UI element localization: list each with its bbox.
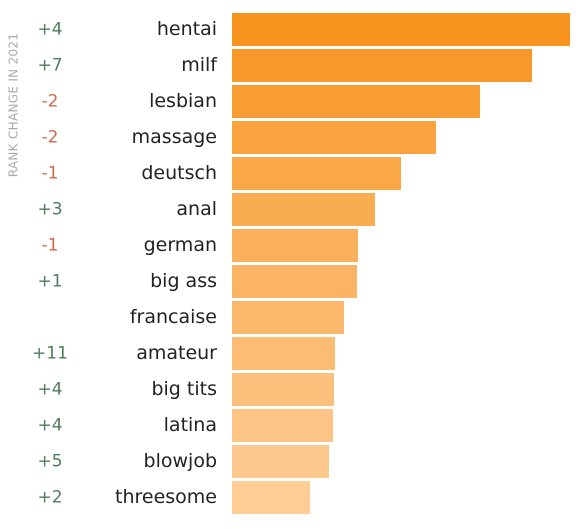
bar [232,445,329,478]
category-label: german [144,234,217,256]
category-label: lesbian [149,90,217,112]
bar [232,337,335,370]
rank-change: +5 [37,452,62,472]
rank-change: +4 [37,416,62,436]
rank-change: +4 [37,20,62,40]
category-label: big ass [150,270,217,292]
rank-change: +2 [37,488,62,508]
bar [232,481,310,514]
rank-change: +7 [37,56,62,76]
bar [232,121,436,154]
rank-change: +1 [37,272,62,292]
category-label: deutsch [141,162,217,184]
bar [232,301,344,334]
rank-change: +4 [37,380,62,400]
category-label: hentai [157,18,217,40]
category-label: amateur [136,342,217,364]
category-label: blowjob [144,450,217,472]
rank-change-axis-label: RANK CHANGE IN 2021 [7,33,21,178]
category-label: francaise [130,306,217,328]
rank-change: +3 [37,200,62,220]
category-label: latina [164,414,217,436]
bar [232,409,333,442]
rank-change: +11 [32,344,68,364]
category-label: massage [132,126,217,148]
category-label: threesome [115,486,217,508]
bar [232,85,480,118]
bar [232,157,401,190]
bar [232,13,570,46]
bar [232,265,357,298]
bar [232,49,532,82]
rank-change: -2 [42,128,59,148]
category-label: anal [176,198,217,220]
category-label: milf [181,54,218,76]
bar [232,229,358,262]
rank-change: -1 [42,236,59,256]
bar [232,193,375,226]
rank-change: -2 [42,92,59,112]
rank-change: -1 [42,164,59,184]
bar [232,373,334,406]
category-label: big tits [151,378,217,400]
